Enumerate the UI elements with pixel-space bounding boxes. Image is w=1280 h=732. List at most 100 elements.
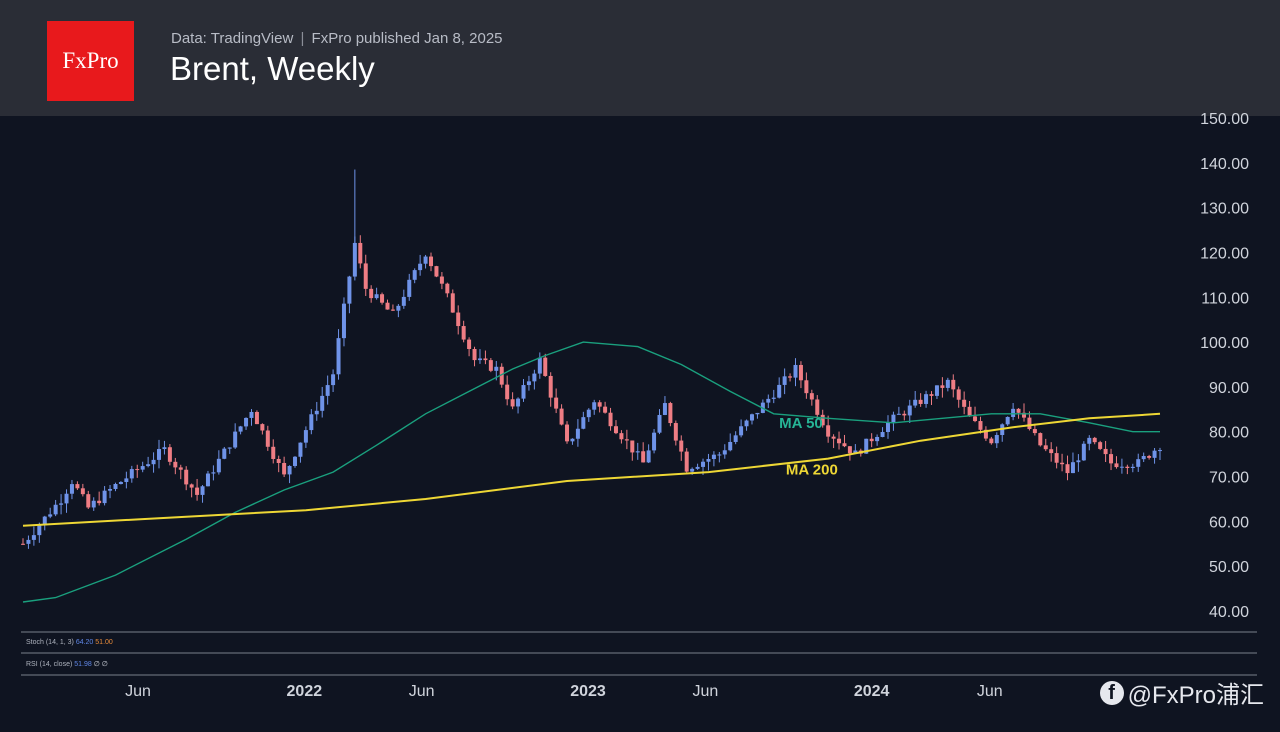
candle-body: [97, 500, 102, 504]
candle-body: [630, 440, 635, 453]
candle-body: [1011, 408, 1016, 417]
candle-body: [831, 436, 836, 439]
y-tick-label: 100.00: [1200, 335, 1249, 352]
fxpro-logo: FxPro: [47, 21, 134, 101]
candle-body: [1021, 412, 1026, 418]
candle-body: [902, 413, 907, 416]
y-tick-label: 70.00: [1209, 470, 1249, 487]
candle-body: [31, 535, 36, 540]
candle-body: [1103, 448, 1108, 455]
candle-body: [195, 487, 200, 495]
y-tick-label: 50.00: [1209, 559, 1249, 576]
candle-body: [521, 385, 526, 399]
candle-body: [380, 294, 385, 303]
candle-body: [385, 302, 390, 310]
candle-body: [739, 426, 744, 436]
candle-body: [1065, 464, 1070, 474]
candle-body: [369, 288, 374, 299]
candle-body: [575, 428, 580, 439]
candle-body: [108, 488, 113, 491]
candle-body: [940, 385, 945, 388]
candle-body: [749, 414, 754, 421]
candle-body: [1076, 460, 1081, 463]
candle-body: [1141, 456, 1146, 460]
candle-body: [396, 305, 401, 311]
candle-body: [565, 424, 570, 442]
candle-body: [684, 451, 689, 472]
candle-body: [265, 430, 270, 447]
candle-body: [1119, 466, 1124, 468]
candle-body: [635, 451, 640, 453]
candle-body: [358, 242, 363, 264]
candle-body: [646, 450, 651, 463]
candle-body: [21, 543, 25, 545]
candle-body: [287, 465, 292, 475]
candle-body: [254, 411, 259, 425]
candle-body: [456, 312, 461, 327]
candle-body: [434, 266, 439, 277]
y-tick-label: 140.00: [1200, 156, 1249, 173]
candle-body: [820, 414, 825, 426]
candle-body: [891, 414, 896, 423]
candle-body: [597, 402, 602, 407]
candle-body: [129, 469, 134, 479]
candle-body: [407, 279, 412, 297]
candle-body: [390, 309, 395, 311]
candle-body: [1038, 433, 1043, 446]
candle-body: [118, 482, 123, 485]
candle-body: [1005, 416, 1010, 425]
candle-body: [271, 446, 276, 459]
candle-body: [205, 473, 210, 487]
x-tick-label: 2023: [570, 683, 606, 700]
candle-body: [53, 504, 58, 515]
candle-body: [896, 413, 901, 415]
candle-body: [80, 488, 85, 495]
candle-body: [309, 414, 314, 431]
candle-body: [603, 406, 608, 413]
candle-body: [113, 484, 118, 489]
candle-body: [461, 326, 466, 340]
candle-body: [135, 469, 140, 471]
candle-body: [548, 375, 553, 398]
candle-body: [151, 459, 156, 465]
candle-body: [450, 293, 455, 313]
candle-body: [227, 447, 232, 449]
facebook-icon: f: [1099, 680, 1124, 705]
candle-body: [505, 384, 510, 400]
candle-body: [592, 402, 597, 410]
x-tick-label: Jun: [692, 683, 718, 700]
chart-header: FxPro Data: TradingView | FxPro publishe…: [0, 0, 1280, 116]
candle-body: [706, 459, 711, 462]
candle-body: [1114, 463, 1119, 468]
candle-body: [864, 438, 869, 454]
candle-body: [516, 398, 521, 407]
y-tick-label: 60.00: [1209, 514, 1249, 531]
candle-body: [875, 436, 880, 442]
candle-body: [837, 438, 842, 444]
y-tick-label: 130.00: [1200, 201, 1249, 218]
candle-body: [983, 429, 988, 439]
candle-body: [472, 348, 477, 361]
candle-body: [1125, 466, 1130, 469]
candle-body: [777, 384, 782, 398]
candle-body: [102, 490, 107, 504]
candle-body: [619, 433, 624, 440]
candle-body: [477, 358, 482, 361]
candle-body: [173, 461, 178, 468]
chart-title: Brent, Weekly: [170, 50, 375, 87]
candle-body: [847, 446, 852, 454]
candle-body: [1043, 445, 1048, 450]
candle-body: [1152, 450, 1157, 458]
candle-body: [782, 376, 787, 385]
candle-body: [934, 385, 939, 396]
candle-body: [956, 389, 961, 400]
candle-body: [211, 472, 216, 474]
candle-body: [189, 484, 194, 488]
candle-body: [853, 450, 858, 454]
candle-body: [363, 263, 368, 289]
candle-body: [1054, 453, 1059, 463]
candle-body: [586, 409, 591, 418]
candle-body: [722, 450, 727, 455]
candle-body: [695, 466, 700, 469]
